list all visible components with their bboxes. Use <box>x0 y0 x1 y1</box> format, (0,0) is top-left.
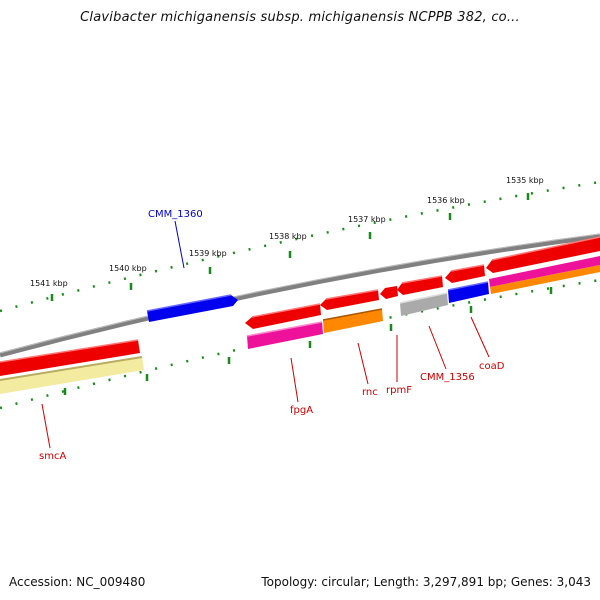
gene-coad-blue[interactable] <box>448 282 489 303</box>
scale-label: 1535 kbp <box>506 176 544 185</box>
label-rpmf: rpmF <box>386 385 412 396</box>
gene-fpga[interactable] <box>245 304 321 329</box>
genome-backbone-highlight <box>0 233 600 354</box>
label-coad: coaD <box>479 361 505 372</box>
gene-rpmf[interactable] <box>380 286 398 299</box>
label-fpga: fpgA <box>290 405 313 416</box>
genome-backbone <box>0 233 600 358</box>
label-cmm-1356: CMM_1356 <box>420 372 475 383</box>
inner-scale-ring <box>0 278 600 410</box>
map-title: Clavibacter michiganensis subsp. michiga… <box>80 10 520 25</box>
label-leaders <box>41 220 490 449</box>
scale-label: 1540 kbp <box>109 264 147 273</box>
gene-cmm-1360[interactable] <box>147 295 238 322</box>
gene-smca[interactable] <box>0 357 144 394</box>
label-smca: smcA <box>39 451 66 462</box>
major-ticks-outer <box>50 193 530 301</box>
forward-strand-features <box>0 236 600 376</box>
gene-rnc-orange[interactable] <box>323 309 383 333</box>
outer-scale-ring <box>0 180 600 313</box>
scale-label: 1541 kbp <box>30 279 68 288</box>
gene-magenta-right[interactable] <box>489 256 600 287</box>
scale-label: 1537 kbp <box>348 215 386 224</box>
scale-label: 1538 kbp <box>269 232 307 241</box>
gene-rnc-top[interactable] <box>320 290 379 310</box>
gene-fpga-magenta[interactable] <box>247 322 323 349</box>
major-ticks-inner <box>63 287 553 395</box>
scale-label: 1539 kbp <box>189 249 227 258</box>
topology-summary: Topology: circular; Length: 3,297,891 bp… <box>261 575 591 589</box>
gene-red-left[interactable] <box>0 340 140 376</box>
label-cmm-1360: CMM_1360 <box>148 209 203 220</box>
gene-cmm-1356-gray[interactable] <box>400 293 448 316</box>
gene-orange-right[interactable] <box>490 265 600 294</box>
scale-label: 1536 kbp <box>427 196 465 205</box>
gene-red-6[interactable] <box>486 237 600 273</box>
gene-red-4[interactable] <box>397 276 443 295</box>
label-rnc: rnc <box>362 387 378 398</box>
gene-red-5[interactable] <box>445 265 485 283</box>
accession-text: Accession: NC_009480 <box>9 575 146 589</box>
second-track-features <box>0 256 600 394</box>
